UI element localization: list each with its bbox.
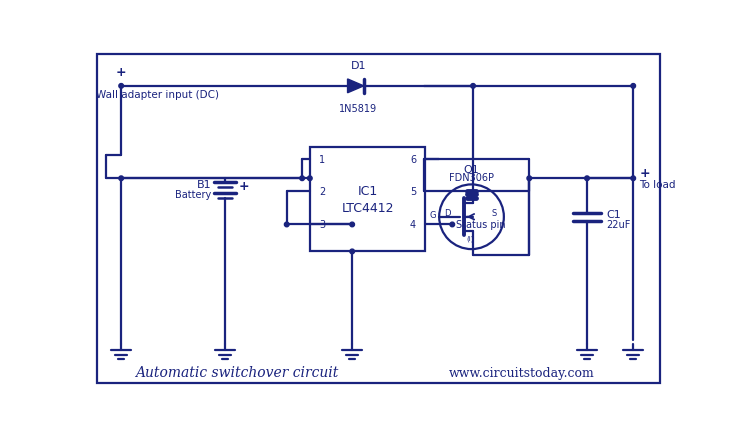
Text: C1: C1 <box>606 210 621 220</box>
Circle shape <box>300 177 304 181</box>
Text: 22uF: 22uF <box>606 220 630 230</box>
Text: S: S <box>492 209 497 218</box>
Text: 5: 5 <box>410 187 416 197</box>
Text: 6: 6 <box>410 155 416 164</box>
Text: Wall adapter input (DC): Wall adapter input (DC) <box>96 89 219 99</box>
Bar <box>310 148 426 252</box>
Text: IC1: IC1 <box>358 184 378 197</box>
Circle shape <box>631 84 636 89</box>
Text: +: + <box>116 66 126 79</box>
Text: G: G <box>430 210 436 220</box>
Circle shape <box>307 177 312 181</box>
Text: D1: D1 <box>350 61 366 71</box>
Circle shape <box>631 177 636 181</box>
Circle shape <box>450 223 454 227</box>
Circle shape <box>471 84 475 89</box>
Text: 1: 1 <box>319 155 325 164</box>
Text: +: + <box>239 180 250 193</box>
Polygon shape <box>347 80 364 94</box>
Text: To load: To load <box>639 180 676 190</box>
Circle shape <box>119 84 123 89</box>
Circle shape <box>285 223 289 227</box>
Text: FDN306P: FDN306P <box>449 173 494 183</box>
Circle shape <box>527 177 531 181</box>
Text: Automatic switchover circuit: Automatic switchover circuit <box>135 365 338 379</box>
Circle shape <box>119 177 123 181</box>
Text: Status pin: Status pin <box>456 220 505 230</box>
Text: LTC4412: LTC4412 <box>341 201 394 214</box>
Text: (i): (i) <box>466 235 474 241</box>
Text: +: + <box>639 166 650 179</box>
Text: 3: 3 <box>319 220 325 230</box>
Text: D: D <box>443 209 450 218</box>
Text: B1: B1 <box>197 180 211 190</box>
Circle shape <box>585 177 589 181</box>
Circle shape <box>350 223 355 227</box>
Text: 1N5819: 1N5819 <box>339 104 378 114</box>
Circle shape <box>350 250 355 254</box>
Text: 2: 2 <box>319 187 325 197</box>
Text: Battery: Battery <box>175 190 211 200</box>
Text: Q1: Q1 <box>463 164 480 174</box>
Text: www.circuitstoday.com: www.circuitstoday.com <box>449 366 594 379</box>
Text: 4: 4 <box>410 220 416 230</box>
